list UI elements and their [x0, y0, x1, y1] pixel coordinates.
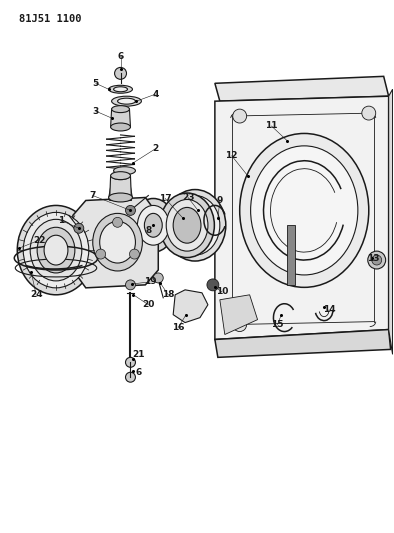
Ellipse shape: [164, 190, 226, 261]
Ellipse shape: [117, 98, 136, 104]
Text: 10: 10: [216, 287, 228, 296]
Ellipse shape: [109, 193, 132, 202]
Text: 16: 16: [172, 323, 184, 332]
Text: 12: 12: [225, 151, 238, 160]
Polygon shape: [215, 96, 388, 340]
Circle shape: [74, 223, 84, 233]
Text: 5: 5: [93, 79, 99, 88]
Ellipse shape: [112, 96, 141, 106]
Text: 1: 1: [58, 216, 64, 225]
Circle shape: [126, 280, 136, 290]
Ellipse shape: [144, 213, 162, 237]
Ellipse shape: [23, 212, 89, 288]
Circle shape: [362, 106, 376, 120]
Text: 8: 8: [145, 226, 151, 235]
Circle shape: [96, 249, 106, 259]
Ellipse shape: [37, 227, 75, 273]
Text: 21: 21: [132, 350, 145, 359]
Ellipse shape: [170, 196, 220, 255]
Polygon shape: [173, 290, 208, 322]
Polygon shape: [109, 176, 132, 198]
Text: 14: 14: [323, 305, 335, 314]
Circle shape: [113, 217, 123, 227]
Text: 7: 7: [89, 191, 96, 200]
Text: 81J51 1100: 81J51 1100: [19, 14, 82, 24]
Circle shape: [153, 273, 163, 283]
Polygon shape: [215, 329, 390, 357]
Ellipse shape: [93, 213, 142, 271]
Ellipse shape: [111, 172, 130, 180]
Circle shape: [207, 279, 219, 291]
Circle shape: [233, 109, 247, 123]
Ellipse shape: [113, 167, 136, 175]
Text: 4: 4: [152, 90, 158, 99]
Polygon shape: [388, 89, 392, 354]
Ellipse shape: [111, 123, 130, 131]
Ellipse shape: [138, 205, 169, 245]
Polygon shape: [215, 76, 388, 101]
Text: 24: 24: [30, 290, 43, 300]
Circle shape: [233, 318, 247, 332]
Ellipse shape: [113, 87, 128, 92]
Text: 23: 23: [182, 193, 194, 202]
Polygon shape: [220, 295, 258, 335]
Text: 22: 22: [33, 236, 45, 245]
Circle shape: [115, 67, 126, 79]
Text: 17: 17: [159, 194, 171, 203]
Circle shape: [126, 205, 136, 215]
Circle shape: [126, 372, 136, 382]
Ellipse shape: [173, 207, 201, 243]
Ellipse shape: [240, 133, 369, 287]
Text: 18: 18: [162, 290, 175, 300]
Text: 20: 20: [142, 300, 154, 309]
Text: 6: 6: [135, 368, 141, 377]
Text: 13: 13: [368, 254, 380, 263]
Polygon shape: [287, 225, 295, 285]
Ellipse shape: [100, 221, 136, 263]
Text: 19: 19: [144, 277, 157, 286]
Ellipse shape: [17, 205, 95, 295]
Circle shape: [372, 255, 382, 265]
Ellipse shape: [44, 235, 68, 265]
Ellipse shape: [109, 85, 132, 93]
Ellipse shape: [166, 199, 208, 251]
Polygon shape: [111, 109, 130, 127]
Text: 9: 9: [217, 196, 223, 205]
Text: 3: 3: [93, 107, 99, 116]
Ellipse shape: [30, 220, 82, 281]
Circle shape: [130, 249, 139, 259]
Circle shape: [126, 357, 136, 367]
Text: 2: 2: [152, 144, 158, 154]
Ellipse shape: [112, 106, 130, 112]
Ellipse shape: [112, 172, 130, 180]
Text: 11: 11: [265, 122, 278, 131]
Ellipse shape: [132, 198, 175, 252]
Polygon shape: [110, 176, 132, 200]
Circle shape: [368, 251, 386, 269]
Ellipse shape: [160, 193, 214, 257]
Text: 15: 15: [271, 320, 284, 329]
Text: 6: 6: [117, 52, 124, 61]
Polygon shape: [73, 198, 158, 288]
Ellipse shape: [251, 146, 358, 275]
